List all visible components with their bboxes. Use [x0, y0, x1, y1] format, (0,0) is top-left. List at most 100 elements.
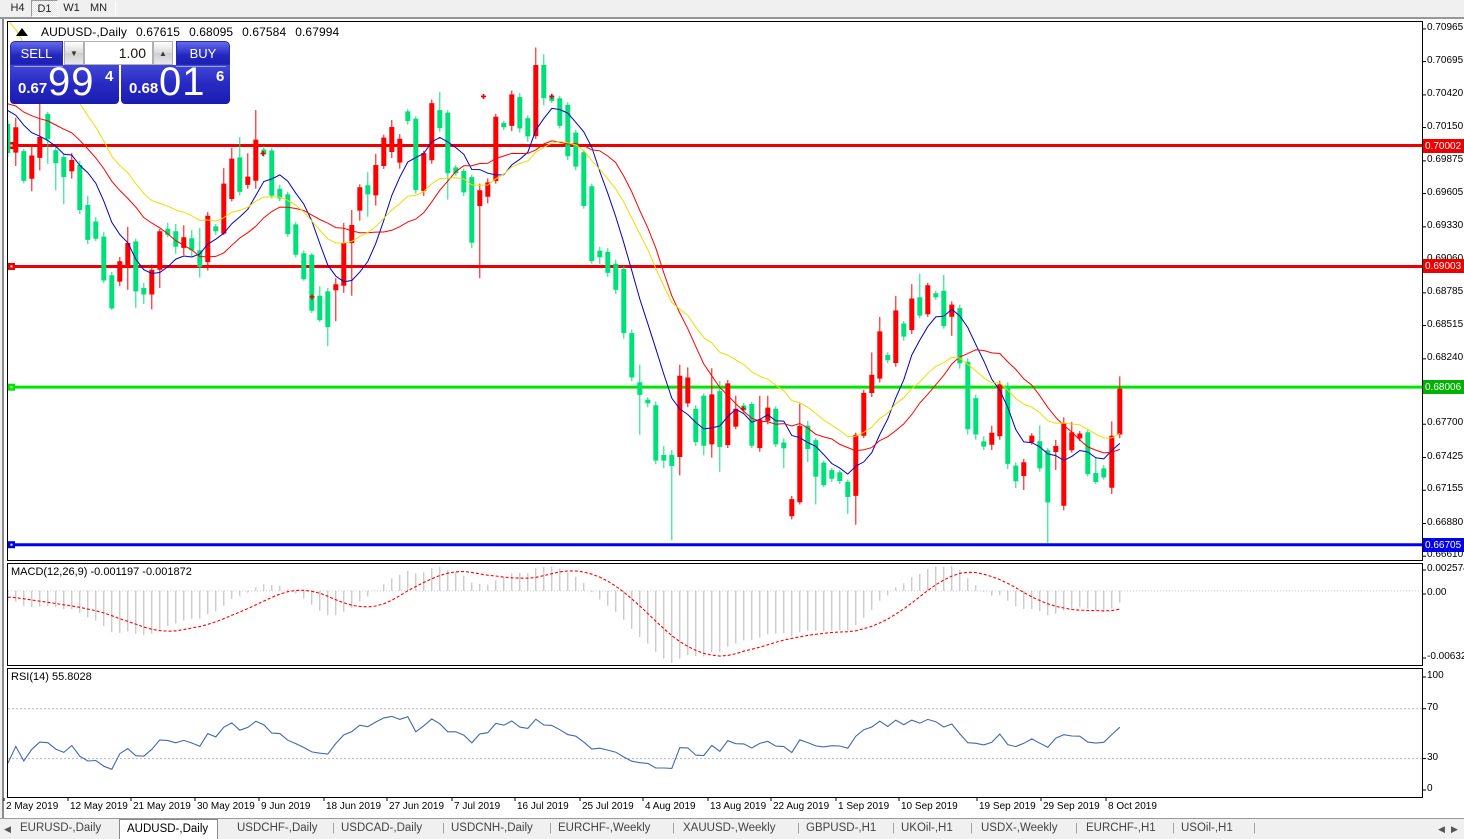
chart-title: AUDUSD-,Daily 0.67615 0.68095 0.67584 0.…	[16, 25, 339, 39]
timeframe-button-w1[interactable]: W1	[63, 2, 80, 14]
buy-button[interactable]: BUY	[176, 41, 230, 65]
volume-increase-button[interactable]: ▲	[153, 41, 173, 65]
axis-label-0.66610: 0.66610	[1427, 549, 1464, 560]
axis-label-0.67425: 0.67425	[1427, 451, 1464, 462]
axis-label-0.68785: 0.68785	[1427, 286, 1464, 297]
buy-price-point: 6	[216, 68, 225, 85]
tab-USOil-,H1[interactable]: USOil-,H1	[1181, 822, 1233, 834]
sell-underline	[14, 66, 63, 67]
date-label-1-Sep-2019: 1 Sep 2019	[838, 801, 890, 812]
macd-pane-content	[8, 566, 1422, 663]
chart-symbol-period: AUDUSD-,Daily	[41, 25, 127, 39]
sell-price-prefix: 0.67	[18, 80, 48, 97]
main-pane-border	[7, 21, 1423, 561]
timeframe-button-mn[interactable]: MN	[89, 2, 108, 14]
tab-separator: |	[1253, 822, 1256, 834]
date-label-9-Jun-2019: 9 Jun 2019	[261, 801, 311, 812]
tab-EURUSD-,Daily[interactable]: EURUSD-,Daily	[20, 822, 102, 834]
tab-EURCHF-,Weekly[interactable]: EURCHF-,Weekly	[558, 822, 651, 834]
date-label-29-Sep-2019: 29 Sep 2019	[1043, 801, 1100, 812]
tab-USDX-,Weekly[interactable]: USDX-,Weekly	[981, 822, 1058, 834]
timeframe-toolbar: H4 D1 W1 MN	[0, 0, 1464, 17]
tab-USDCHF-,Daily[interactable]: USDCHF-,Daily	[237, 822, 318, 834]
hline-anchor-dot-1	[10, 265, 13, 268]
bear-candle-bodies[interactable]	[5, 65, 1107, 503]
rsi-line	[8, 715, 1121, 770]
tab-separator: |	[970, 822, 973, 834]
tab-separator: |	[332, 822, 335, 834]
date-label-7-Jul-2019: 7 Jul 2019	[454, 801, 501, 812]
macd-signal-value: -0.001872	[142, 566, 192, 578]
price-label-highlight-0.66705: 0.66705	[1423, 538, 1464, 552]
axis-label-0.67155: 0.67155	[1427, 483, 1464, 494]
buy-price-display[interactable]: 0.68 01 6	[121, 60, 230, 104]
tab-EURCHF-,H1[interactable]: EURCHF-,H1	[1086, 822, 1156, 834]
chart-marker-1[interactable]	[309, 294, 315, 300]
chart-tab-bar: ◀ ◀ ▶ EURUSD-,Daily AUDUSD-,Daily USDCHF-,…	[0, 818, 1464, 839]
ma-medium-line	[8, 103, 1120, 454]
date-label-8-Oct-2019: 8 Oct 2019	[1108, 801, 1157, 812]
tab-AUDUSD-,Daily-active[interactable]: AUDUSD-,Daily	[119, 819, 219, 839]
timeframe-button-h4[interactable]: H4	[10, 2, 25, 14]
tab-separator: |	[549, 822, 552, 834]
hline-anchor-dot-3	[10, 543, 13, 546]
price-label-highlight-0.69003: 0.69003	[1423, 259, 1464, 273]
tab-XAUUSD-,Weekly[interactable]: XAUUSD-,Weekly	[683, 822, 776, 834]
buy-price-pips: 01	[159, 60, 206, 104]
rsi-pane-content	[8, 708, 1422, 770]
sell-button[interactable]: SELL	[10, 41, 63, 65]
tab-USDCAD-,Daily[interactable]: USDCAD-,Daily	[341, 822, 423, 834]
main-pane-content	[5, 22, 1422, 549]
macd-pane-border	[7, 563, 1423, 666]
tab-scroll-left-icon[interactable]: ◀	[4, 824, 11, 834]
tab-UKOil-,H1[interactable]: UKOil-,H1	[901, 822, 953, 834]
date-label-19-Sep-2019: 19 Sep 2019	[979, 801, 1036, 812]
tab-USDCNH-,Daily[interactable]: USDCNH-,Daily	[451, 822, 533, 834]
tab-separator: |	[797, 822, 800, 834]
tab-separator: |	[1172, 822, 1175, 834]
axis-label-0: 0	[1427, 783, 1433, 794]
price-label-highlight-0.70002: 0.70002	[1423, 139, 1464, 153]
axis-label-0.69330: 0.69330	[1427, 220, 1464, 231]
hline-anchor-dot-0	[10, 144, 13, 147]
volume-input[interactable]: 1.00	[84, 41, 153, 65]
tab-GBPUSD-,H1[interactable]: GBPUSD-,H1	[806, 822, 877, 834]
tab-separator: |	[1075, 822, 1078, 834]
volume-decrease-button[interactable]: ▼	[64, 41, 84, 65]
ohlc-high: 0.68095	[189, 25, 234, 39]
chart-marker-3[interactable]	[549, 93, 555, 99]
date-label-13-Aug-2019: 13 Aug 2019	[710, 801, 767, 812]
date-label-2-May-2019: 2 May 2019	[6, 801, 59, 812]
date-label-21-May-2019: 21 May 2019	[133, 801, 191, 812]
chart-marker-0[interactable]	[260, 150, 266, 156]
chart-marker-2[interactable]	[481, 93, 486, 99]
collapse-triangle-icon[interactable]	[16, 28, 28, 36]
axis-label-0.69060: 0.69060	[1427, 253, 1463, 264]
sell-price-display[interactable]: 0.67 99 4	[10, 60, 119, 104]
sell-price-pips: 99	[48, 60, 95, 104]
hline-anchor-dot-2	[10, 386, 13, 389]
date-label-18-Jun-2019: 18 Jun 2019	[326, 801, 382, 812]
date-label-12-May-2019: 12 May 2019	[70, 801, 128, 812]
chart-client-area	[0, 17, 1464, 818]
axis-label-0.67700: 0.67700	[1427, 417, 1464, 428]
axis-label-0.70420: 0.70420	[1427, 88, 1464, 99]
tab-scroll-left2-icon[interactable]: ◀	[1438, 824, 1445, 834]
date-label-30-May-2019: 30 May 2019	[197, 801, 255, 812]
tab-scroll-right-icon[interactable]: ▶	[1451, 824, 1458, 834]
chart-marker-4[interactable]	[740, 406, 746, 412]
ohlc-close: 0.67994	[295, 25, 340, 39]
timeframe-button-d1[interactable]: D1	[31, 0, 58, 17]
price-label-highlight-0.68006: 0.68006	[1423, 380, 1464, 394]
ma-fast-line	[8, 107, 1121, 475]
macd-histogram	[8, 566, 1121, 663]
toolbar-separator	[115, 1, 116, 16]
axis-label-0.69605: 0.69605	[1427, 187, 1464, 198]
date-label-4-Aug-2019: 4 Aug 2019	[645, 801, 696, 812]
client-edge-left-dark	[2, 19, 4, 818]
axis-label-0.00: 0.00	[1427, 587, 1447, 598]
client-edge-left-light	[0, 19, 2, 818]
axis-label-0.002574: 0.002574	[1427, 563, 1464, 574]
